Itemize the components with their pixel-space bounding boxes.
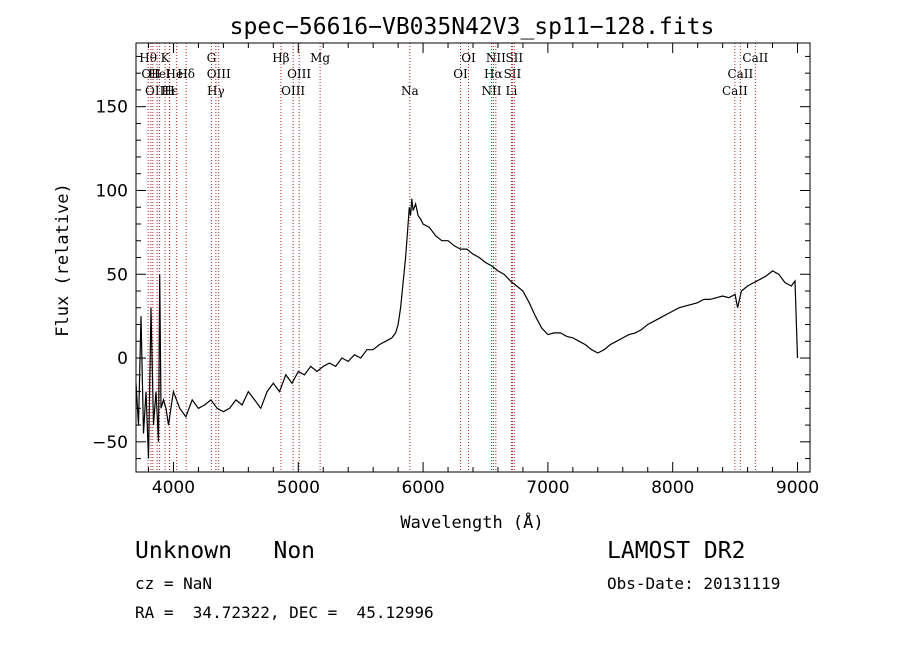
line-marker-label: Mg [310, 51, 330, 65]
emission-line-markers: HθOIIOIIIHeIKHHεHeIHδGHγOIIIHβOIIIOIIIMg… [139, 43, 768, 472]
line-marker-label: OIII [287, 67, 311, 81]
y-tick-label: 0 [117, 349, 128, 369]
line-marker-label: Hδ [177, 67, 195, 81]
survey-label: LAMOST DR2 [607, 538, 746, 564]
x-axis-label: Wavelength (Å) [400, 511, 543, 533]
line-marker-label: SII [505, 51, 523, 65]
line-marker-label: OIII [145, 84, 169, 98]
y-tick-label: 150 [96, 98, 128, 118]
chart-title: spec−56616−VB035N42V3_sp11−128.fits [230, 14, 715, 40]
x-tick-label: 6000 [401, 478, 444, 498]
line-marker-label: CaII [742, 51, 768, 65]
line-marker-label: OIII [281, 84, 305, 98]
line-marker-label: NII [481, 84, 501, 98]
line-marker-label: OII [141, 67, 161, 81]
line-marker-label: SII [504, 67, 522, 81]
y-tick-label: −50 [92, 433, 128, 453]
spectrum-data [135, 198, 799, 459]
line-marker-label: Hγ [207, 84, 225, 98]
plot-axes: 4000 5000 6000 7000 8000 9000 −50 0 50 100 150 [92, 42, 819, 498]
line-marker-label: K [161, 51, 171, 65]
line-marker-label: OIII [207, 67, 231, 81]
line-marker-label: Hβ [272, 51, 289, 65]
line-marker-label: NII [486, 51, 506, 65]
line-marker-label: G [207, 51, 217, 65]
line-marker-label: Hε [161, 84, 178, 98]
x-tick-label: 9000 [776, 478, 819, 498]
line-marker-label: Li [506, 84, 518, 98]
y-tick-label: 50 [106, 265, 128, 285]
redshift-text: cz = NaN [135, 574, 213, 593]
line-marker-label: Na [401, 84, 419, 98]
line-marker-label: CaII [727, 67, 753, 81]
x-tick-label: 8000 [651, 478, 694, 498]
plot-frame [135, 42, 811, 473]
spectrum-line [135, 198, 799, 459]
y-tick-label: 100 [96, 181, 128, 201]
coordinates-text: RA = 34.72322, DEC = 45.12996 [135, 603, 434, 622]
obs-date-text: Obs-Date: 20131119 [607, 574, 781, 593]
x-tick-label: 5000 [277, 478, 320, 498]
classification-text: Unknown Non [135, 538, 316, 564]
y-axis-label: Flux (relative) [53, 183, 73, 337]
line-marker-label: OI [453, 67, 468, 81]
line-marker-label: HeI [166, 67, 189, 81]
x-tick-label: 7000 [526, 478, 569, 498]
line-marker-label: OI [461, 51, 476, 65]
line-marker-label: Hα [484, 67, 503, 81]
line-marker-label: CaII [722, 84, 748, 98]
line-marker-label: Hθ [139, 51, 157, 65]
x-tick-label: 4000 [152, 478, 195, 498]
